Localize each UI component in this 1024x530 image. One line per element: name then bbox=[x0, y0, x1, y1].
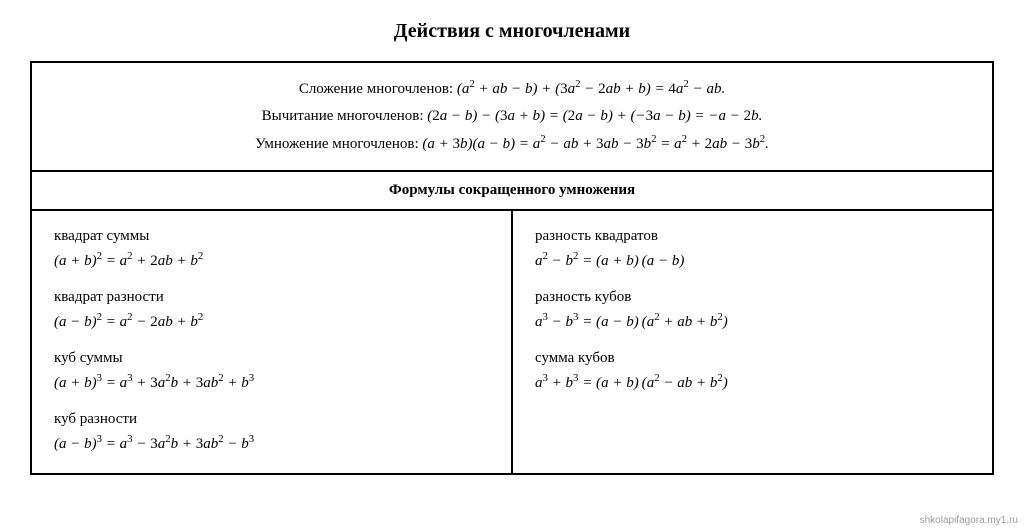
formula-expr: a3 + b3 = (a + b) (a2 − ab + b2) bbox=[535, 370, 970, 395]
formula-diff-squares: разность квадратов a2 − b2 = (a + b) (a … bbox=[535, 225, 970, 272]
formula-label: квадрат суммы bbox=[54, 225, 489, 248]
formula-label: куб разности bbox=[54, 408, 489, 431]
operation-subtraction: Вычитание многочленов: (2a − b) − (3a + … bbox=[52, 103, 972, 130]
formula-label: куб суммы bbox=[54, 347, 489, 370]
formula-cube-sum: куб суммы (a + b)3 = a3 + 3a2b + 3ab2 + … bbox=[54, 347, 489, 394]
formula-label: разность квадратов bbox=[535, 225, 970, 248]
formula-expr: (a + b)2 = a2 + 2ab + b2 bbox=[54, 248, 489, 273]
multiplication-label: Умножение многочленов: bbox=[255, 136, 419, 152]
formula-label: разность кубов bbox=[535, 286, 970, 309]
formula-expr: (a − b)2 = a2 − 2ab + b2 bbox=[54, 309, 489, 334]
formula-expr: a3 − b3 = (a − b) (a2 + ab + b2) bbox=[535, 309, 970, 334]
formula-expr: a2 − b2 = (a + b) (a − b) bbox=[535, 248, 970, 273]
formula-sum-cubes: сумма кубов a3 + b3 = (a + b) (a2 − ab +… bbox=[535, 347, 970, 394]
formula-expr: (a − b)3 = a3 − 3a2b + 3ab2 − b3 bbox=[54, 431, 489, 456]
addition-expr: (a2 + ab − b) + (3a2 − 2ab + b) = 4a2 − … bbox=[457, 81, 725, 97]
formula-expr: (a + b)3 = a3 + 3a2b + 3ab2 + b3 bbox=[54, 370, 489, 395]
watermark: shkolapifagora.my1.ru bbox=[920, 515, 1018, 526]
operation-multiplication: Умножение многочленов: (a + 3b)(a − b) =… bbox=[52, 130, 972, 158]
subtraction-label: Вычитание многочленов: bbox=[262, 108, 424, 124]
multiplication-expr: (a + 3b)(a − b) = a2 − ab + 3ab − 3b2 = … bbox=[422, 136, 769, 152]
formula-cube-diff: куб разности (a − b)3 = a3 − 3a2b + 3ab2… bbox=[54, 408, 489, 455]
page-title: Действия с многочленами bbox=[30, 20, 994, 43]
operations-section: Сложение многочленов: (a2 + ab − b) + (3… bbox=[32, 63, 992, 172]
formula-label: сумма кубов bbox=[535, 347, 970, 370]
formulas-left-column: квадрат суммы (a + b)2 = a2 + 2ab + b2 к… bbox=[32, 211, 513, 473]
formulas-right-column: разность квадратов a2 − b2 = (a + b) (a … bbox=[513, 211, 992, 473]
formula-diff-cubes: разность кубов a3 − b3 = (a − b) (a2 + a… bbox=[535, 286, 970, 333]
formulas-subheader: Формулы сокращенного умножения bbox=[32, 172, 992, 211]
formula-square-sum: квадрат суммы (a + b)2 = a2 + 2ab + b2 bbox=[54, 225, 489, 272]
subtraction-expr: (2a − b) − (3a + b) = (2a − b) + (−3a − … bbox=[427, 108, 762, 124]
content-frame: Сложение многочленов: (a2 + ab − b) + (3… bbox=[30, 61, 994, 475]
formulas-columns: квадрат суммы (a + b)2 = a2 + 2ab + b2 к… bbox=[32, 211, 992, 473]
operation-addition: Сложение многочленов: (a2 + ab − b) + (3… bbox=[52, 75, 972, 103]
addition-label: Сложение многочленов: bbox=[299, 81, 453, 97]
formula-label: квадрат разности bbox=[54, 286, 489, 309]
formula-square-diff: квадрат разности (a − b)2 = a2 − 2ab + b… bbox=[54, 286, 489, 333]
